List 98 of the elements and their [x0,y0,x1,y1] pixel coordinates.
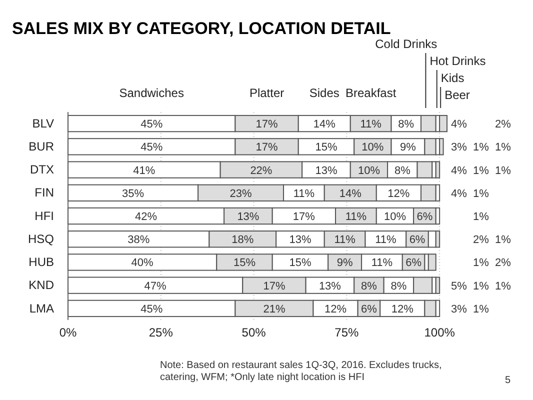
data-label: 1% [495,234,512,246]
data-label: 1% [495,164,512,177]
data-label: 4% [451,164,468,177]
data-label: 11% [345,211,367,223]
chart-title: SALES MIX BY CATEGORY, LOCATION DETAIL [12,19,391,38]
y-tick-label: KND [28,278,54,292]
text: Hot Drinks [430,54,486,68]
data-label: 5% [451,280,468,292]
text: 5 [505,375,511,386]
data-label: 40% [131,257,154,270]
data-label: 1% [495,280,512,292]
data-label: 2% [495,118,512,131]
text: Cold Drinks [375,37,438,51]
data-label: 3% [451,142,468,154]
x-tick-label: 50% [242,326,266,340]
x-tick-label: 25% [148,326,174,340]
data-label: 1% [473,188,490,200]
data-label: 17% [256,142,278,154]
data-label: 17% [292,211,316,223]
data-label: 45% [140,142,163,154]
data-label: 45% [140,303,163,316]
data-label: 10% [358,164,380,177]
data-label: 18% [232,234,254,246]
data-label: 38% [128,234,150,246]
series-label: Sandwiches [119,86,184,100]
data-label: 11% [375,234,397,246]
data-label: 4% [451,118,468,131]
x-tick-label: 0% [59,326,77,340]
data-label: 12% [324,303,347,316]
data-label: 1% [473,280,490,292]
y-tick-label: HSQ [28,232,54,246]
text: Kids [440,71,464,85]
y-tick-label: BUR [28,140,54,154]
data-label: 14% [313,118,336,131]
data-label: 8% [361,280,378,292]
data-label: 1% [473,164,490,177]
data-label: 15% [315,142,338,154]
y-tick-label: FIN [34,186,54,200]
data-label: 10% [384,211,406,223]
data-label: 2% [473,234,490,246]
data-label: 17% [256,118,278,131]
y-tick-label: DTX [30,162,54,177]
bar [428,254,436,271]
bar [435,276,440,294]
data-label: 6% [406,257,422,270]
y-tick-label: LMA [29,301,54,316]
data-label: 11% [371,257,393,270]
data-label: 12% [391,303,414,316]
data-label: 11% [293,188,315,200]
y-tick-label: BLV [32,116,54,130]
data-label: 21% [263,303,286,316]
data-label: 1% [473,211,490,223]
data-label: 8% [398,118,414,131]
data-label: 15% [289,257,312,270]
data-label: 23% [230,188,252,200]
data-label: 2% [495,257,512,270]
data-label: 3% [451,303,468,316]
data-label: 9% [336,257,353,270]
data-label: 12% [388,188,410,200]
series-label: Platter [249,86,284,100]
data-label: 13% [289,234,312,246]
data-label: 1% [495,142,512,154]
data-label: 6% [416,211,433,223]
data-label: 22% [250,164,272,177]
data-label: 1% [473,257,490,270]
data-label: 6% [361,303,378,316]
data-label: 13% [237,211,260,223]
data-label: 45% [140,118,163,131]
data-label: 1% [473,142,490,154]
bar [439,114,448,132]
data-label: 8% [394,164,411,177]
bar [435,161,440,178]
data-label: 11% [360,118,382,131]
x-tick-label: 75% [334,326,360,340]
data-label: 13% [315,164,338,177]
data-label: 15% [233,257,256,270]
y-tick-label: HFI [34,208,54,223]
y-tick-label: HUB [28,255,54,270]
data-label: 8% [390,280,407,292]
data-label: 47% [144,280,167,292]
data-label: 11% [334,234,356,246]
bar [439,138,444,156]
series-label: Beer [444,88,470,102]
data-label: 9% [400,142,416,154]
data-label: 41% [133,164,156,177]
text: Note: Based on restaurant sales 1Q-3Q, 2016. Excludes trucks, catering, WFM; *Only late night location is HFI [160,360,443,384]
data-label: 6% [409,234,426,246]
data-label: 42% [135,211,158,223]
x-tick-label: 100% [424,326,456,340]
data-label: 4% [451,188,468,200]
data-label: 14% [339,188,362,200]
series-label: Breakfast [345,86,397,100]
series-label: Sides [309,86,340,100]
data-label: 13% [318,280,342,292]
data-label: 17% [263,280,286,292]
data-label: 1% [473,303,490,316]
data-label: 10% [362,142,384,154]
data-label: 35% [122,188,144,200]
